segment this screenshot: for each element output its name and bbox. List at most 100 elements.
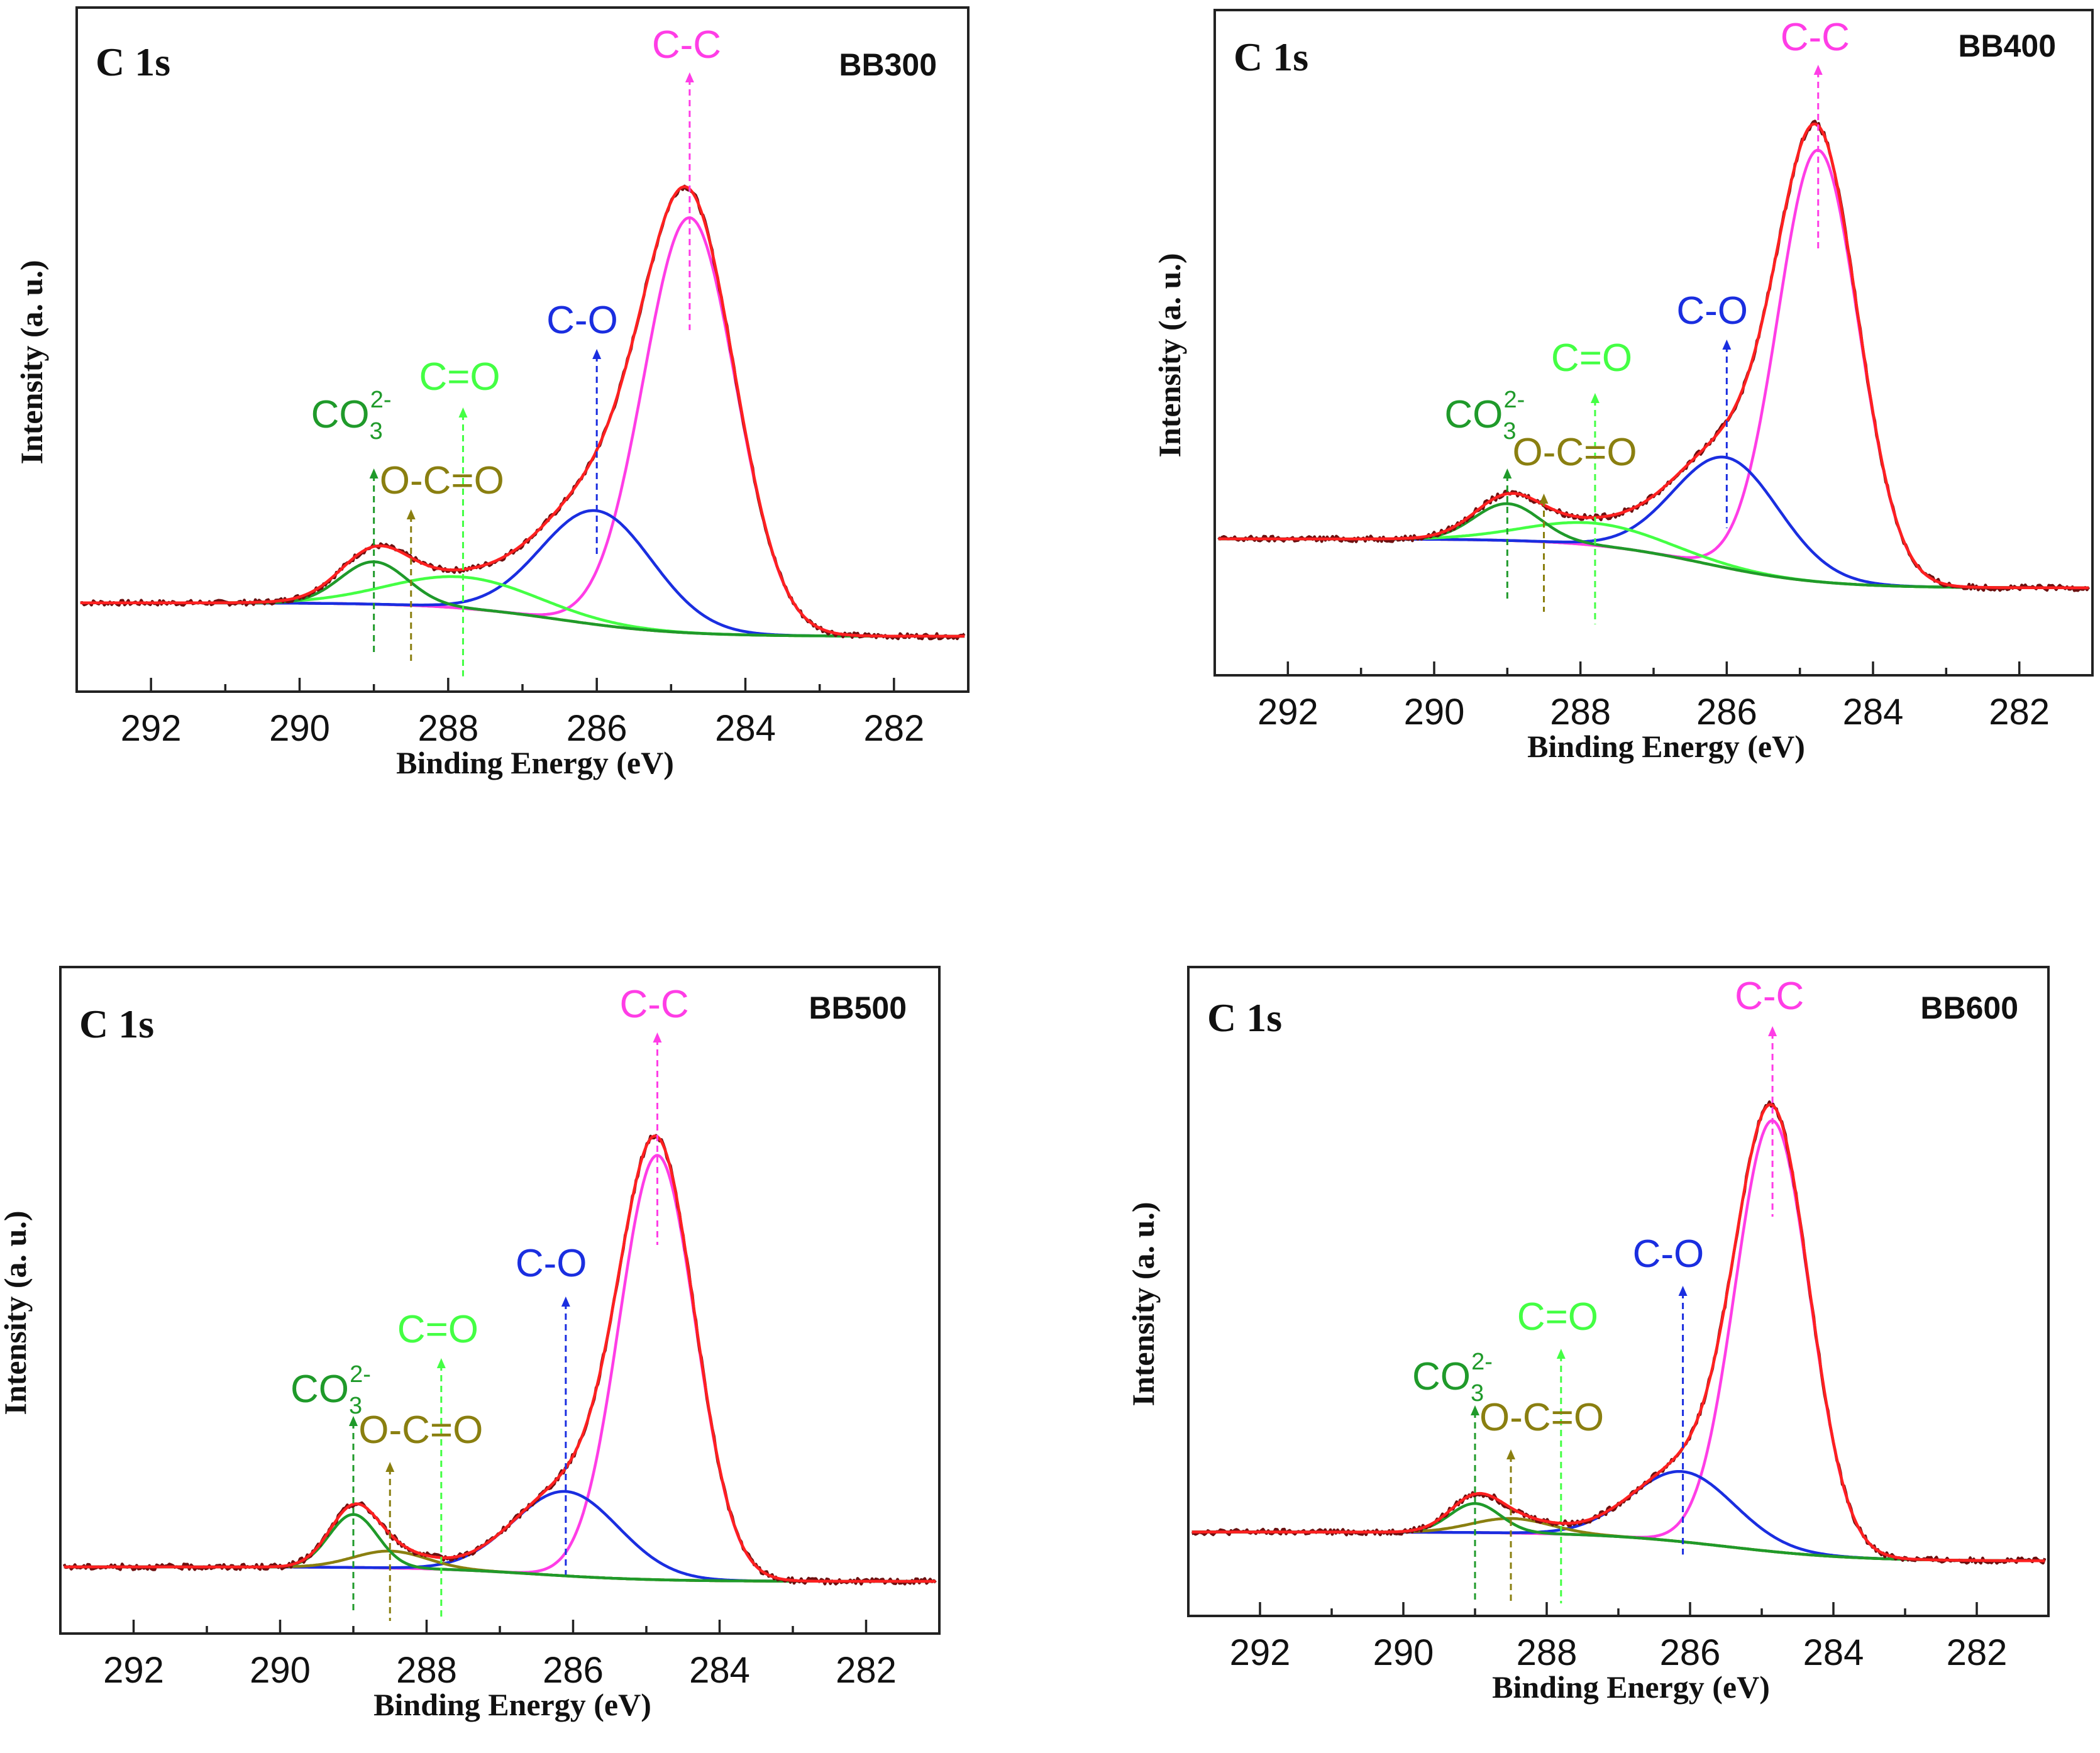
- x-tick-label-292: 292: [121, 708, 182, 749]
- guide-arrow-co: [561, 1297, 570, 1307]
- x-tick-label-282: 282: [1989, 692, 2050, 733]
- chart-panel-bb300: 292 290 288 286 284 282 Binding Energy (eV) Int…: [14, 6, 970, 780]
- annotation-oco: O-C=O: [380, 459, 504, 502]
- annotation-co3: CO32-: [1444, 387, 1525, 445]
- guide-arrow-co: [592, 349, 602, 359]
- raw-data-curve: [62, 1134, 937, 1586]
- annotation-oco: O-C=O: [1513, 431, 1637, 474]
- component-co3-curve: [64, 1513, 936, 1583]
- x-tick-label-282: 282: [836, 1650, 897, 1691]
- x-tick-label-288: 288: [1517, 1632, 1578, 1673]
- annotation-oco: O-C=O: [1479, 1396, 1604, 1439]
- x-tick-label-288: 288: [417, 708, 478, 749]
- guide-arrow-c=o: [436, 1358, 446, 1368]
- x-tick-label-290: 290: [269, 708, 330, 749]
- annotation-co3: CO32-: [1412, 1349, 1493, 1407]
- x-tick-label-284: 284: [1803, 1632, 1864, 1673]
- component-cc-curve: [64, 1154, 936, 1583]
- x-tick-label-288: 288: [396, 1650, 457, 1691]
- guide-arrow-c=o: [1590, 393, 1600, 403]
- guide-arrow-cc: [1768, 1026, 1777, 1036]
- raw-data-curve: [80, 184, 966, 641]
- guide-arrow-co: [1722, 340, 1732, 350]
- component-ceqo-curve: [80, 575, 965, 638]
- envelope-curve: [80, 185, 965, 638]
- x-tick-label-282: 282: [1947, 1632, 2008, 1673]
- x-tick-label-292: 292: [1230, 1632, 1291, 1673]
- guide-arrow-co3: [1471, 1405, 1479, 1415]
- x-tick-label-290: 290: [250, 1650, 311, 1691]
- annotation-co: C-O: [546, 299, 618, 342]
- x-tick-label-284: 284: [715, 708, 776, 749]
- guide-arrow-oco: [406, 509, 416, 519]
- envelope-curve: [64, 1134, 936, 1583]
- y-axis-label: Intensity (a. u.): [0, 1210, 33, 1415]
- component-oco-curve: [1191, 1517, 2045, 1562]
- annotation-c=o: C=O: [397, 1308, 478, 1351]
- x-tick-label-288: 288: [1550, 692, 1611, 733]
- guide-arrow-oco: [385, 1462, 395, 1472]
- raw-data-curve: [1217, 119, 2091, 592]
- corner-label: C 1s: [96, 40, 170, 84]
- annotation-cc: C-C: [652, 23, 721, 67]
- envelope-curve: [1218, 122, 2089, 590]
- x-tick-label-290: 290: [1404, 692, 1465, 733]
- annotation-c=o: C=O: [1551, 336, 1632, 380]
- annotation-cc: C-C: [1735, 975, 1804, 1018]
- annotation-cc: C-C: [619, 983, 688, 1026]
- component-co3-curve: [80, 560, 965, 638]
- y-axis-label: Intensity (a. u.): [14, 260, 49, 464]
- x-tick-label-284: 284: [689, 1650, 750, 1691]
- annotation-cc: C-C: [1781, 16, 1850, 59]
- guide-arrow-cc: [1813, 65, 1823, 75]
- background-curve: [1218, 537, 2089, 590]
- x-tick-label-286: 286: [1696, 692, 1757, 733]
- sample-label: BB500: [809, 990, 907, 1026]
- annotation-co3: CO32-: [290, 1361, 371, 1419]
- guide-arrow-co: [1678, 1286, 1688, 1296]
- x-axis-label: Binding Energy (eV): [373, 1687, 651, 1722]
- x-tick-label-286: 286: [1660, 1632, 1721, 1673]
- sample-label: BB300: [839, 47, 937, 82]
- chart-panel-bb500: 292 290 288 286 284 282 Binding Energy (eV) Int…: [0, 966, 941, 1722]
- annotation-oco: O-C=O: [358, 1408, 483, 1452]
- component-co-curve: [1218, 455, 2089, 590]
- component-cc-curve: [80, 216, 965, 638]
- x-tick-label-286: 286: [543, 1650, 604, 1691]
- x-tick-label-290: 290: [1373, 1632, 1434, 1673]
- chart-panel-bb400: 292 290 288 286 284 282 Binding Energy (eV) Int…: [1152, 9, 2094, 764]
- annotation-c=o: C=O: [419, 355, 500, 399]
- y-axis-label: Intensity (a. u.): [1152, 253, 1187, 457]
- component-cc-curve: [1218, 148, 2089, 590]
- x-axis-label: Binding Energy (eV): [396, 745, 674, 780]
- annotation-co: C-O: [1633, 1232, 1705, 1276]
- x-tick-label-282: 282: [863, 708, 924, 749]
- guide-arrow-co3: [369, 468, 379, 478]
- sample-label: BB400: [1958, 28, 2056, 64]
- guide-arrow-co3: [1503, 468, 1512, 478]
- envelope-curve: [1191, 1103, 2045, 1562]
- annotation-co: C-O: [516, 1242, 587, 1285]
- guide-arrow-oco: [1539, 494, 1549, 504]
- plot-frame: [1213, 9, 2094, 677]
- corner-label: C 1s: [1234, 35, 1308, 79]
- corner-label: C 1s: [79, 1002, 154, 1046]
- guide-arrow-co3: [349, 1416, 358, 1426]
- component-ceqo-curve: [1218, 521, 2089, 590]
- component-co3-curve: [1218, 502, 2089, 590]
- guide-arrow-c=o: [1556, 1349, 1566, 1359]
- x-tick-label-292: 292: [103, 1650, 164, 1691]
- plot-frame: [1187, 966, 2050, 1617]
- x-tick-label-284: 284: [1843, 692, 1904, 733]
- x-tick-label-292: 292: [1257, 692, 1318, 733]
- annotation-co3: CO32-: [311, 387, 392, 445]
- guide-arrow-oco: [1506, 1449, 1515, 1459]
- annotation-c=o: C=O: [1517, 1295, 1598, 1339]
- guide-arrow-cc: [685, 72, 694, 82]
- component-cc-curve: [1191, 1119, 2045, 1562]
- x-axis-label: Binding Energy (eV): [1492, 1669, 1770, 1705]
- sample-label: BB600: [1920, 990, 2018, 1026]
- plot-frame: [75, 6, 970, 693]
- component-co-curve: [1191, 1469, 2045, 1562]
